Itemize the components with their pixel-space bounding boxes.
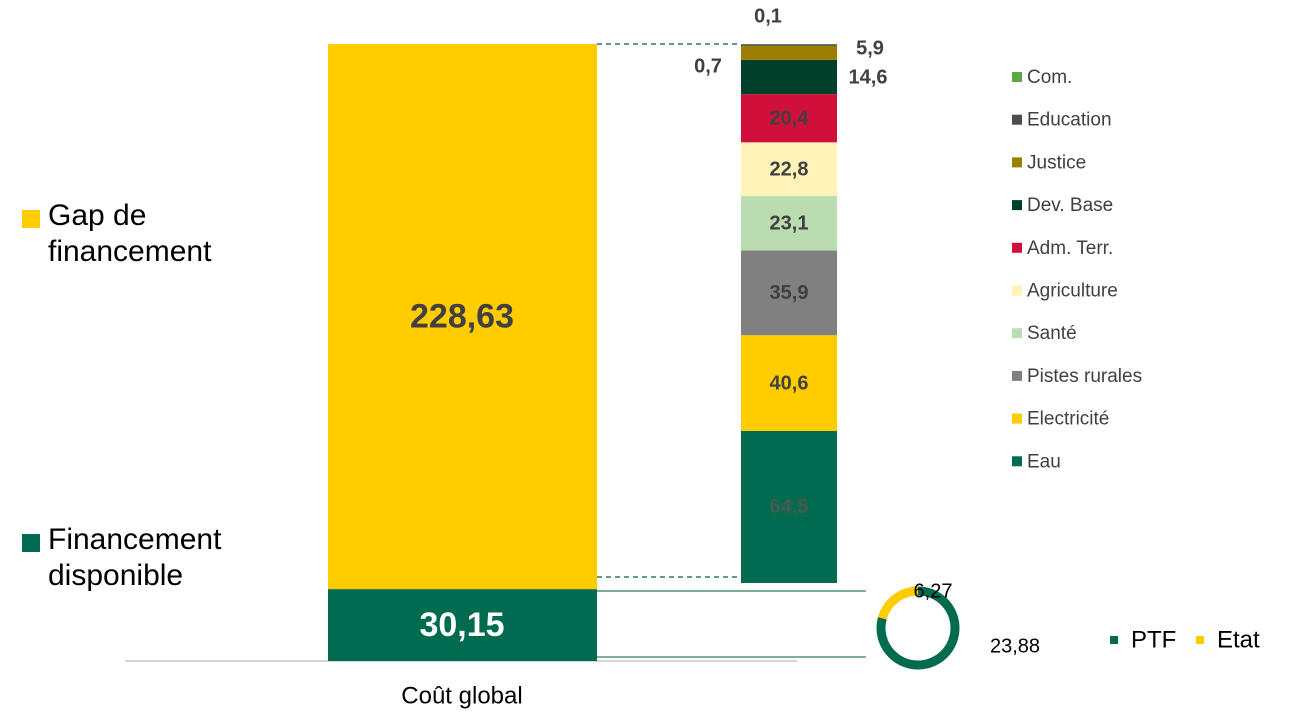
legend-swatch <box>1012 328 1022 339</box>
x-tick-label: Coût global <box>401 682 522 709</box>
legend-label: Pistes rurales <box>1027 366 1142 387</box>
legend-label: Financement disponible <box>48 523 222 592</box>
legend-swatch <box>1012 285 1022 296</box>
legend-label: Santé <box>1027 323 1077 344</box>
legend-swatch <box>1012 200 1022 211</box>
bar-segment <box>741 94 837 143</box>
legend-swatch <box>1012 456 1022 467</box>
legend-label: Com. <box>1027 67 1072 88</box>
data-label: 23,88 <box>990 635 1040 657</box>
legend-entry: Gap de financement <box>22 198 308 270</box>
data-label: 40,6 <box>770 372 809 394</box>
legend-swatch <box>1012 114 1022 125</box>
legend-label: Justice <box>1027 152 1086 173</box>
data-label: 0,1 <box>754 5 782 27</box>
bar-segment <box>741 250 837 336</box>
legend-entry: Financement disponible <box>22 522 308 594</box>
bar-segment <box>328 589 597 661</box>
legend-label: Eau <box>1027 451 1061 472</box>
legend-label: Agriculture <box>1027 281 1118 302</box>
bar-segment <box>741 196 837 251</box>
legend-swatch <box>1196 636 1204 644</box>
data-label: 5,9 <box>856 37 884 59</box>
data-label: 14,6 <box>849 66 888 88</box>
legend-label: Etat <box>1217 626 1260 653</box>
legend-label: Dev. Base <box>1027 195 1113 216</box>
legend-swatch <box>1012 72 1022 82</box>
bar-segment <box>741 44 837 46</box>
legend-label: Gap de financement <box>48 199 212 268</box>
bar-segment <box>741 335 837 431</box>
donut-segment <box>877 586 919 620</box>
data-label: 64,5 <box>770 496 809 518</box>
bar-segment <box>741 430 837 583</box>
data-label: 20,4 <box>770 108 810 130</box>
data-label: 22,8 <box>770 158 809 180</box>
data-label: 228,63 <box>410 298 514 336</box>
bar-segment <box>741 45 837 60</box>
legend-swatch <box>1012 157 1022 168</box>
legend-swatch <box>1012 413 1022 424</box>
data-label: 23,1 <box>770 213 809 235</box>
data-label: 0,7 <box>694 55 722 77</box>
bar-segment <box>741 59 837 95</box>
legend-swatch <box>22 210 40 228</box>
data-label: 6,27 <box>914 580 953 602</box>
legend-label: Electricité <box>1027 409 1109 430</box>
legend-label: PTF <box>1131 626 1176 653</box>
legend-swatch <box>22 534 40 552</box>
legend-label: Adm. Terr. <box>1027 238 1113 259</box>
legend-swatch <box>1110 636 1118 644</box>
data-label: 35,9 <box>770 282 809 304</box>
legend-swatch <box>1012 370 1022 381</box>
legend-label: Education <box>1027 110 1112 131</box>
legend-swatch <box>1012 242 1022 253</box>
donut-segment <box>876 586 960 670</box>
bar-segment <box>741 142 837 197</box>
data-label: 30,15 <box>419 606 504 644</box>
bar-segment <box>328 44 597 590</box>
